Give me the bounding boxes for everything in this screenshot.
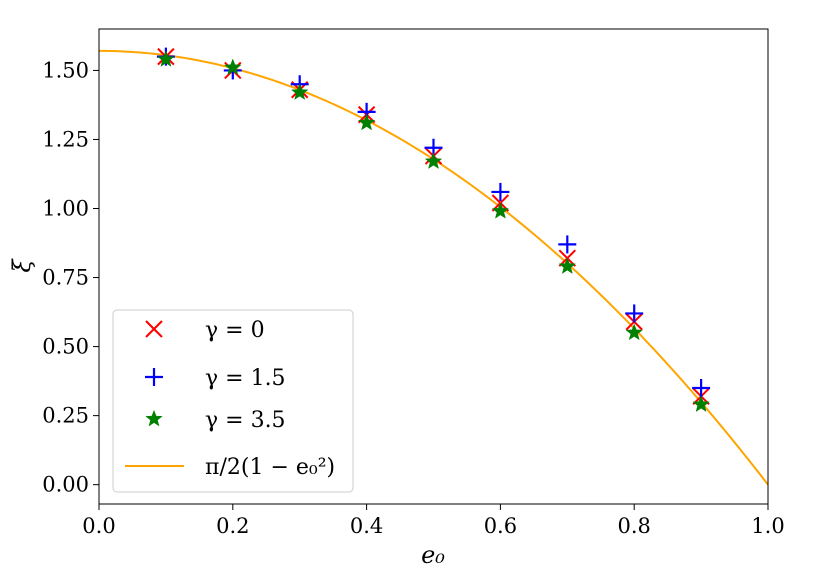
y-axis: 0.00 0.25 0.50 0.75 1.00 1.25 1.50 — [42, 58, 99, 497]
legend-label: γ = 3.5 — [205, 408, 286, 433]
y-tick-label: 0.00 — [42, 473, 89, 497]
data-point — [357, 113, 376, 131]
y-tick-label: 1.25 — [42, 127, 89, 151]
data-point — [424, 152, 443, 170]
y-tick-label: 0.75 — [42, 266, 89, 290]
legend-entry: γ = 0 — [145, 318, 265, 343]
data-point — [491, 202, 510, 219]
legend-entry: π/2(1 − e₀²) — [125, 455, 335, 480]
data-point — [625, 323, 643, 341]
legend-swatch — [145, 409, 163, 427]
x-axis: 0.0 0.2 0.4 0.6 0.8 1.0 — [82, 504, 785, 538]
legend-label: γ = 1.5 — [205, 366, 286, 391]
legend-entry: γ = 3.5 — [145, 408, 286, 433]
x-tick-label: 0.0 — [82, 514, 115, 538]
y-tick-label: 0.50 — [42, 335, 89, 359]
plot-frame — [98, 28, 769, 505]
data-point — [558, 235, 577, 254]
y-tick-label: 0.25 — [42, 404, 89, 428]
legend-label: γ = 0 — [205, 318, 265, 343]
legend-swatch — [145, 320, 163, 338]
x-tick-label: 0.6 — [484, 514, 517, 538]
legend: γ = 0 γ = 1.5 γ = 3.5 π/2(1 − e₀²) — [112, 309, 354, 493]
data-point — [558, 257, 577, 274]
legend-label: π/2(1 − e₀²) — [205, 455, 335, 480]
y-tick-label: 1.00 — [42, 197, 89, 221]
data-point — [692, 395, 710, 413]
y-tick-label: 1.50 — [42, 58, 89, 82]
x-tick-label: 1.0 — [751, 514, 784, 538]
legend-entry: γ = 1.5 — [145, 366, 286, 391]
data-point — [692, 379, 711, 398]
data-point — [625, 304, 644, 323]
data-point — [290, 83, 309, 100]
legend-swatch — [145, 368, 163, 386]
data-point — [491, 182, 510, 201]
marker-layer — [156, 47, 711, 413]
legend-frame — [112, 309, 354, 493]
x-tick-label: 0.4 — [350, 514, 383, 538]
x-axis-label: e₀ — [421, 541, 445, 569]
x-tick-label: 0.8 — [617, 514, 650, 538]
y-axis-label: ξ — [8, 258, 36, 273]
x-tick-label: 0.2 — [216, 514, 249, 538]
data-point — [224, 58, 242, 76]
data-point — [157, 50, 175, 67]
